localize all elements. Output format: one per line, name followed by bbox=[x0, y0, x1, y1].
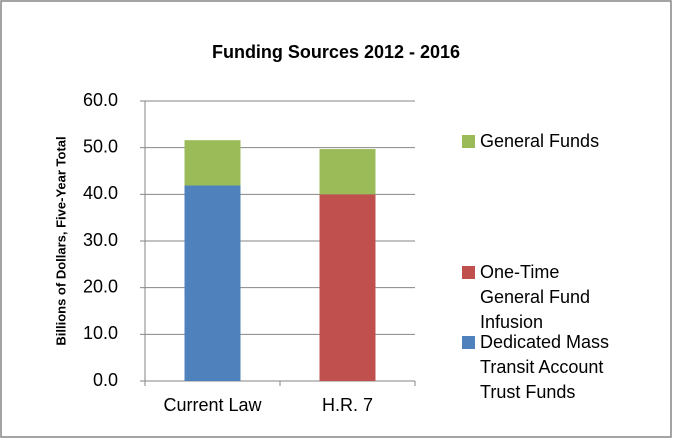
bar-segment bbox=[319, 149, 376, 195]
legend-swatch bbox=[462, 336, 475, 349]
y-axis-label: Billions of Dollars, Five-Year Total bbox=[53, 136, 68, 345]
y-tick-label: 0.0 bbox=[93, 370, 118, 390]
bar-segment bbox=[319, 194, 376, 381]
legend-label: One-Time General Fund Infusion bbox=[480, 262, 591, 332]
legend-item: General Funds bbox=[462, 129, 662, 154]
y-tick-label: 50.0 bbox=[83, 136, 118, 156]
x-tick-label: Current Law bbox=[163, 395, 262, 415]
y-tick-label: 60.0 bbox=[83, 90, 118, 110]
bar-segment bbox=[184, 185, 241, 381]
legend-label: General Funds bbox=[480, 131, 600, 151]
x-tick-label: H.R. 7 bbox=[322, 395, 373, 415]
y-tick-label: 10.0 bbox=[83, 323, 118, 343]
legend-swatch bbox=[462, 266, 475, 279]
y-tick-label: 40.0 bbox=[83, 183, 118, 203]
legend-item: One-Time General Fund Infusion bbox=[462, 260, 662, 335]
legend-item: Dedicated Mass Transit Account Trust Fun… bbox=[462, 330, 662, 405]
legend-label: Dedicated Mass Transit Account Trust Fun… bbox=[480, 332, 610, 402]
bar-segment bbox=[184, 140, 241, 186]
chart-title: Funding Sources 2012 - 2016 bbox=[212, 42, 460, 62]
y-tick-label: 30.0 bbox=[83, 230, 118, 250]
legend-swatch bbox=[462, 135, 475, 148]
y-tick-label: 20.0 bbox=[83, 276, 118, 296]
